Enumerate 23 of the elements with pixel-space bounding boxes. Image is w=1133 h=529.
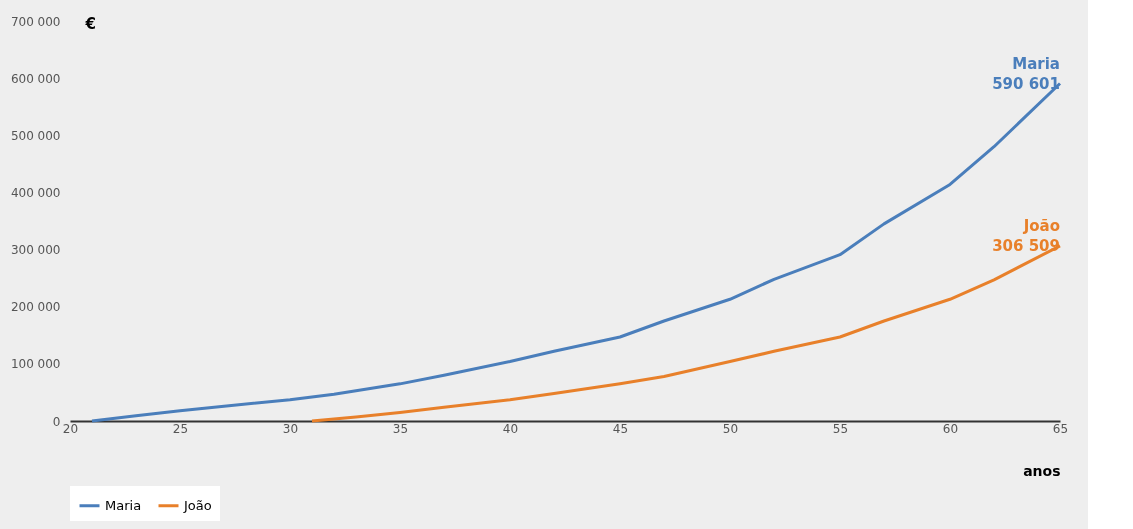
y-tick-label: 200 000 xyxy=(10,300,61,315)
y-tick-label: 700 000 xyxy=(10,14,61,29)
y-tick-label: 400 000 xyxy=(10,185,61,200)
x-tick-label: 40 xyxy=(502,421,519,436)
x-tick-label: 60 xyxy=(942,421,959,436)
y-tick-label: 600 000 xyxy=(10,71,61,86)
x-axis-title: anos xyxy=(1023,462,1061,479)
legend-label: João xyxy=(183,497,212,513)
y-tick-label: 0 xyxy=(52,414,61,429)
x-tick-label: 50 xyxy=(722,421,739,436)
x-tick-label: 65 xyxy=(1052,421,1069,436)
x-tick-label: 55 xyxy=(832,421,849,436)
x-tick-label: 30 xyxy=(282,421,299,436)
x-tick-label: 35 xyxy=(392,421,409,436)
y-axis-title: € xyxy=(84,14,96,33)
x-tick-label: 20 xyxy=(62,421,79,436)
y-tick-label: 300 000 xyxy=(10,243,61,258)
x-tick-label: 25 xyxy=(172,421,189,436)
y-tick-label: 500 000 xyxy=(10,128,61,143)
y-tick-label: 100 000 xyxy=(10,357,61,372)
legend-label: Maria xyxy=(105,497,142,513)
annotation: Maria 590 601 xyxy=(992,54,1060,93)
x-tick-label: 45 xyxy=(612,421,629,436)
